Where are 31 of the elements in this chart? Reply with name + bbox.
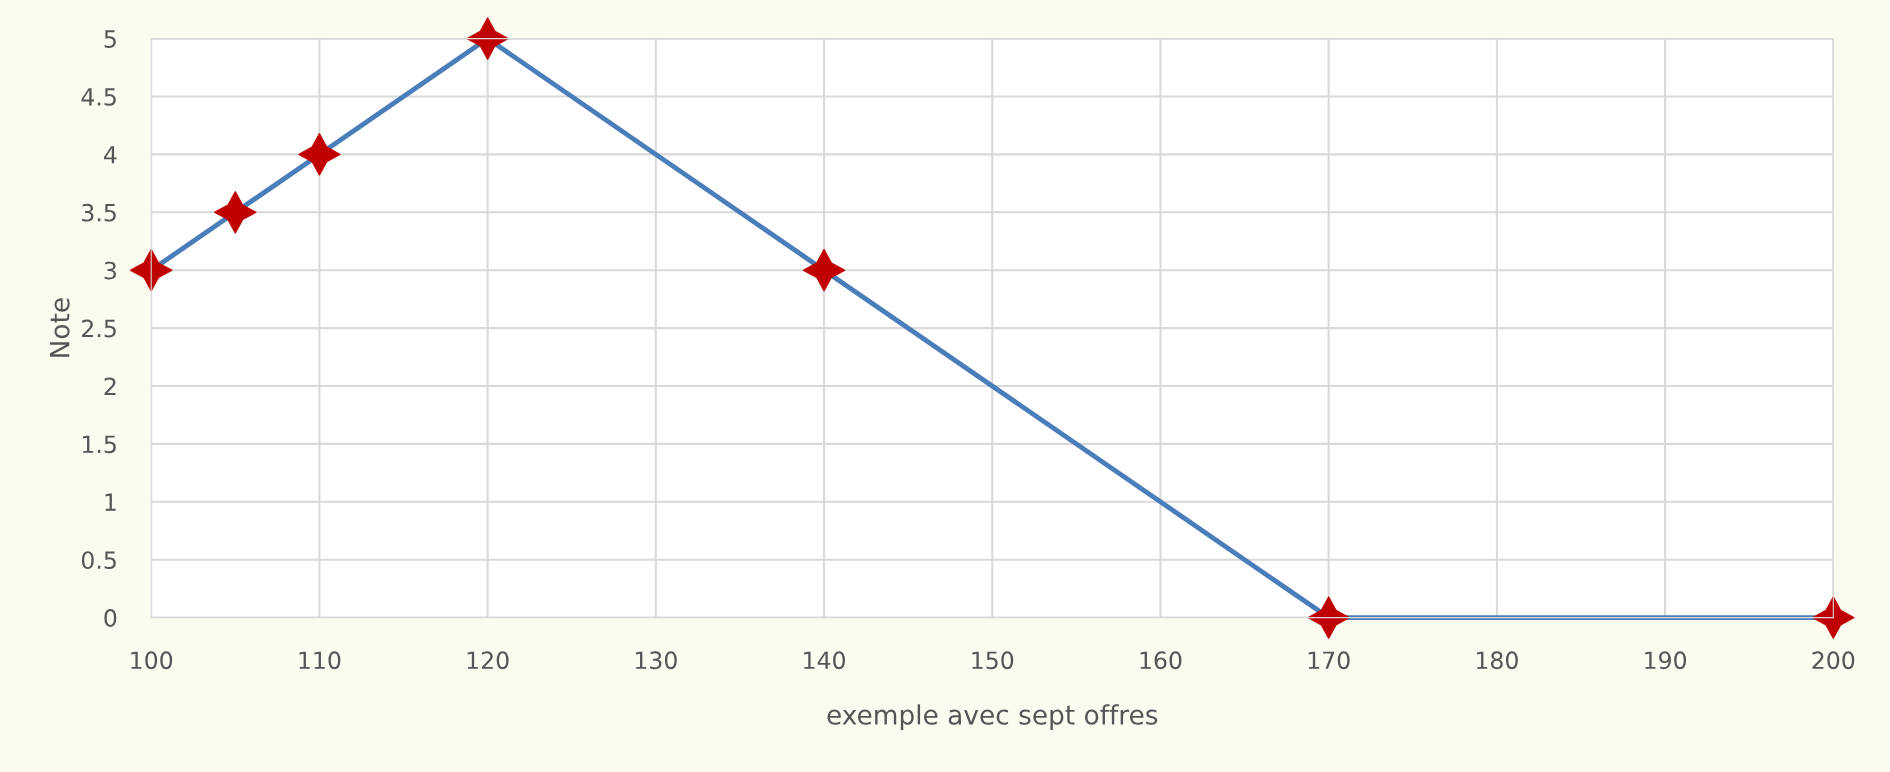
y-tick-label: 4.5 — [81, 88, 116, 106]
y-tick-label: 1 — [105, 493, 116, 511]
point — [213, 190, 257, 234]
y-tick-label: 4 — [104, 146, 117, 164]
point — [298, 133, 341, 176]
y-tick-label: 2.5 — [82, 319, 116, 338]
y-tick-label: 3 — [104, 261, 116, 280]
x-tick-label: 110 — [299, 651, 341, 670]
y-tick-label: 2 — [104, 377, 116, 395]
x-tick-label: 140 — [804, 651, 845, 670]
point — [1811, 596, 1855, 639]
x-tick-label: 180 — [1476, 651, 1518, 670]
y-tick-label: 3.5 — [82, 203, 116, 222]
point — [129, 248, 173, 292]
y-tick-label: 5 — [104, 30, 116, 48]
x-tick-label: 100 — [131, 651, 173, 670]
x-tick-label: 190 — [1645, 651, 1687, 670]
x-tick-label: 120 — [467, 651, 509, 670]
x-tick-label: 130 — [635, 651, 677, 670]
x-tick-label: 150 — [972, 651, 1014, 670]
point — [802, 248, 846, 292]
point — [1307, 596, 1351, 639]
y-tick-label: 1.5 — [82, 435, 116, 454]
y-axis-title: Note — [50, 298, 70, 357]
x-tick-label: 170 — [1308, 651, 1350, 670]
y-tick-label: 0.5 — [81, 551, 116, 570]
x-tick-label: 200 — [1812, 651, 1855, 670]
x-axis-title: exemple avec sept offres — [827, 704, 1158, 730]
x-tick-label: 160 — [1140, 651, 1182, 670]
y-tick-label: 0 — [104, 609, 117, 627]
point — [466, 17, 509, 60]
